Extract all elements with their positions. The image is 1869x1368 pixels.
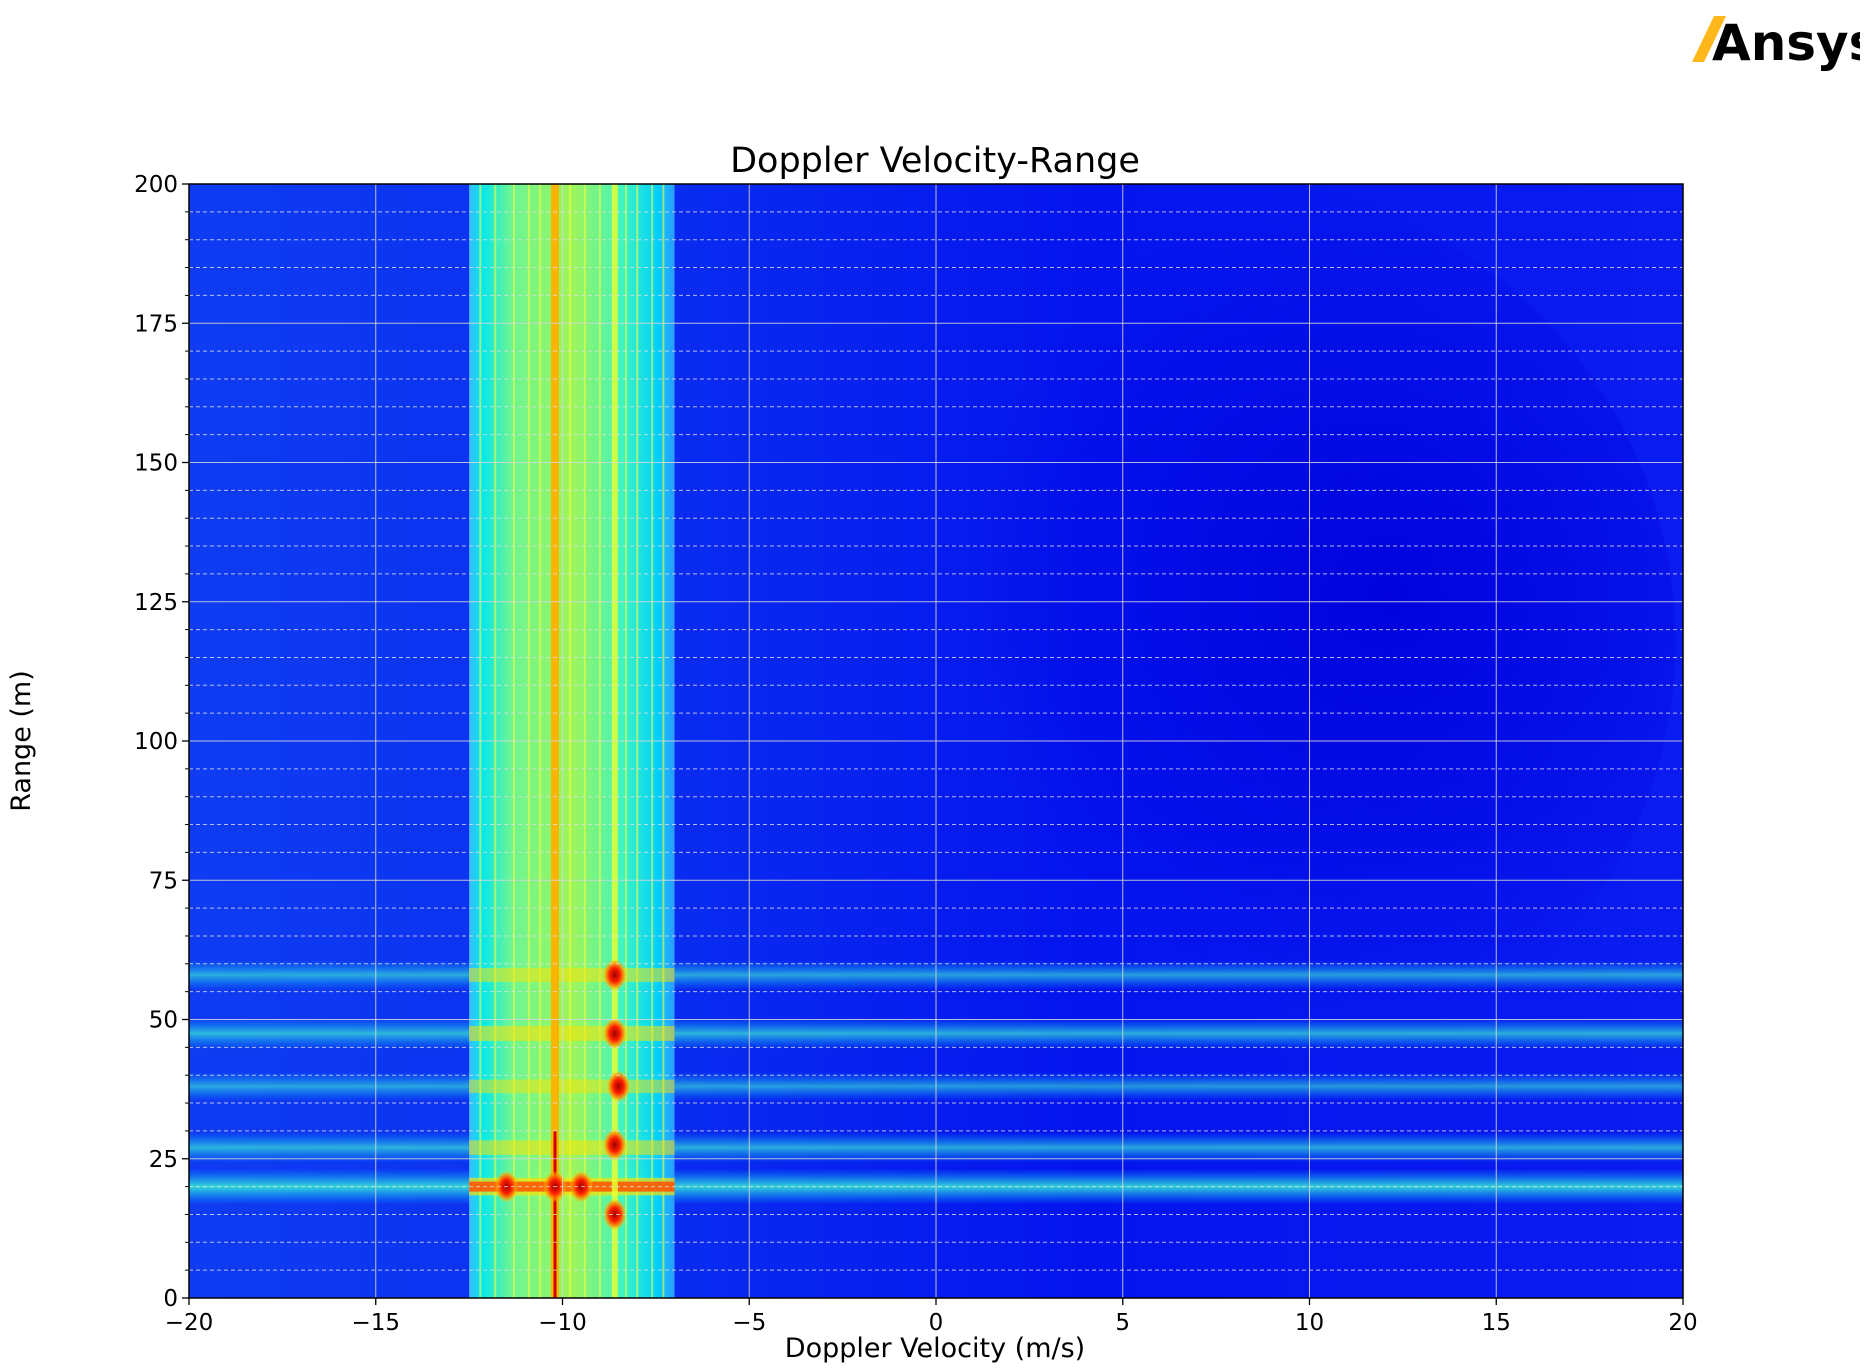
y-tick-label: 75 [149,868,178,894]
ansys-logo-text: Ansys [1712,14,1860,72]
y-axis: 0 25 50 75 100 125 150 175 200 [134,172,189,1312]
x-tick-label: 10 [1295,1310,1324,1336]
x-tick-label: 5 [1115,1310,1130,1336]
x-tick-label: −15 [351,1310,400,1336]
hotspot [606,1070,631,1103]
x-tick-label: −20 [165,1310,214,1336]
hotspot [602,1198,627,1231]
x-axis-label: Doppler Velocity (m/s) [785,1333,1085,1364]
y-tick-label: 50 [149,1008,178,1034]
y-tick-label: 175 [134,311,178,337]
range-band-highlight [469,967,675,982]
y-tick-label: 100 [134,729,178,755]
ansys-logo: Ansys [1692,14,1860,72]
x-tick-label: 20 [1668,1310,1697,1336]
x-tick-label: −10 [538,1310,587,1336]
hotspot [602,1128,627,1161]
y-tick-label: 0 [163,1286,178,1312]
x-tick-label: 15 [1482,1310,1511,1336]
heatmap-low-region [719,184,1676,1109]
x-tick-label: 0 [929,1310,944,1336]
y-tick-label: 150 [134,451,178,477]
y-axis-label: Range (m) [6,670,37,812]
y-tick-label: 200 [134,172,178,198]
hotspot [602,958,627,991]
range-band-highlight [469,1140,675,1155]
grid [188,183,1684,1299]
hotspot [602,1017,627,1050]
x-axis: −20 −15 −10 −5 0 5 10 15 20 [165,1298,1698,1336]
range-band-highlight [469,1025,675,1041]
x-tick-label: −5 [732,1310,766,1336]
y-tick-label: 125 [134,590,178,616]
range-band-highlight [469,1079,675,1094]
y-tick-label: 25 [149,1147,178,1173]
ansys-logo-slash [1692,16,1726,62]
chart-title: Doppler Velocity-Range [730,141,1140,181]
